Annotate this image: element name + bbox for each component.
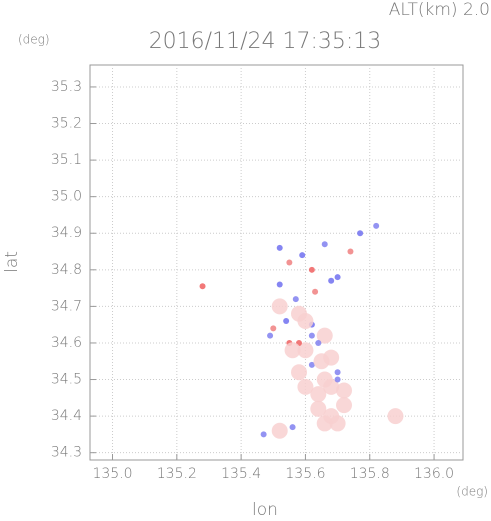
plot-frame — [89, 64, 464, 461]
echo-point — [292, 296, 299, 303]
x-unit: (deg) — [456, 485, 488, 499]
y-tick-label: 35.3 — [51, 79, 82, 95]
y-tick-label: 35.0 — [51, 189, 82, 205]
echo-point — [297, 342, 314, 359]
echo-point — [308, 332, 315, 339]
chart-title: 2016/11/24 17:35:13 — [149, 29, 382, 54]
echo-point — [284, 342, 301, 359]
echo-point — [299, 252, 306, 259]
echo-point — [276, 281, 283, 288]
y-tick-label: 34.4 — [51, 408, 82, 424]
echo-point — [321, 241, 328, 248]
echo-point — [271, 298, 288, 315]
y-tick-label: 35.2 — [51, 116, 82, 132]
y-tick-label: 34.5 — [51, 372, 82, 388]
echo-point — [334, 369, 341, 376]
echo-point — [310, 386, 327, 403]
echo-point — [328, 277, 335, 284]
y-tick-label: 35.1 — [51, 152, 82, 168]
echo-point — [289, 424, 296, 431]
echo-point — [315, 339, 322, 346]
echo-point — [270, 325, 277, 332]
echo-point — [308, 361, 315, 368]
echo-point — [308, 266, 315, 273]
x-tick-label: 135.8 — [350, 466, 390, 482]
echo-point — [199, 283, 206, 290]
echo-point — [271, 422, 288, 439]
echo-point — [373, 222, 380, 229]
echo-point — [357, 230, 364, 237]
echo-point — [276, 244, 283, 251]
y-tick-label: 34.8 — [51, 262, 82, 278]
echo-point — [267, 332, 274, 339]
altitude: ALT(km) 2.0 — [389, 0, 490, 20]
x-tick-label: 136.0 — [414, 466, 454, 482]
x-tick-label: 135.4 — [221, 466, 261, 482]
y-tick-label: 34.3 — [51, 445, 82, 461]
echo-point — [291, 364, 308, 381]
echo-point — [316, 327, 333, 344]
x-tick-label: 135.0 — [92, 466, 132, 482]
echo-point — [316, 415, 333, 432]
x-tick-label: 135.2 — [157, 466, 197, 482]
y-axis-label: lat — [2, 251, 22, 273]
echo-point — [297, 313, 314, 330]
echo-point — [334, 274, 341, 281]
echo-point — [313, 353, 330, 370]
echo-point — [310, 400, 327, 417]
echo-point — [347, 248, 354, 255]
echo-point — [297, 378, 314, 395]
echo-point — [336, 382, 353, 399]
echo-point — [312, 288, 319, 295]
x-tick-label: 135.6 — [285, 466, 325, 482]
echo-point — [329, 415, 346, 432]
y-tick-label: 34.7 — [51, 298, 82, 314]
echo-point — [387, 408, 404, 425]
echo-point — [334, 376, 341, 383]
unit-top: (deg) — [18, 33, 50, 47]
y-tick-label: 34.6 — [51, 335, 82, 351]
y-tick-label: 34.9 — [51, 225, 82, 241]
echo-point — [286, 259, 293, 266]
echo-point — [260, 431, 267, 438]
echo-point — [323, 378, 340, 395]
x-axis-label: lon — [252, 500, 278, 520]
echo-point — [336, 397, 353, 414]
echo-point — [283, 318, 290, 325]
